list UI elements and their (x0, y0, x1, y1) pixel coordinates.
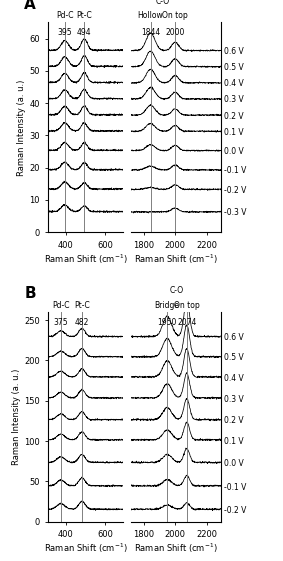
Text: 2000: 2000 (166, 28, 185, 37)
X-axis label: Raman Shift (cm$^{-1}$): Raman Shift (cm$^{-1}$) (134, 542, 218, 555)
Text: Pd-C: Pd-C (56, 11, 74, 20)
Text: 395: 395 (57, 28, 72, 37)
Text: 0.3 V: 0.3 V (224, 95, 244, 104)
Text: 0.6 V: 0.6 V (224, 333, 244, 342)
Text: 1950: 1950 (158, 318, 177, 327)
Text: 0.3 V: 0.3 V (224, 394, 244, 403)
X-axis label: Raman Shift (cm$^{-1}$): Raman Shift (cm$^{-1}$) (44, 252, 127, 266)
Text: Bridge: Bridge (155, 301, 180, 310)
Text: -0.2 V: -0.2 V (224, 186, 246, 195)
Text: 2074: 2074 (177, 318, 196, 327)
Text: 1844: 1844 (141, 28, 160, 37)
Text: Pt-C: Pt-C (76, 11, 92, 20)
Text: -0.1 V: -0.1 V (224, 167, 246, 176)
Y-axis label: Raman Intensity (a. u.): Raman Intensity (a. u.) (12, 369, 21, 465)
Text: Pd-C: Pd-C (52, 301, 70, 310)
Text: 0.0 V: 0.0 V (224, 459, 244, 468)
Text: 0.1 V: 0.1 V (224, 436, 243, 445)
Text: -0.3 V: -0.3 V (224, 208, 246, 217)
X-axis label: Raman Shift (cm$^{-1}$): Raman Shift (cm$^{-1}$) (134, 252, 218, 266)
Text: 0.1 V: 0.1 V (224, 128, 243, 137)
Text: 0.0 V: 0.0 V (224, 147, 244, 156)
Text: Hollow: Hollow (138, 11, 164, 20)
Text: C-O: C-O (170, 286, 184, 295)
Text: 482: 482 (75, 318, 89, 327)
Text: On top: On top (174, 301, 200, 310)
Text: 375: 375 (53, 318, 68, 327)
Text: 494: 494 (77, 28, 92, 37)
Y-axis label: Raman Intensity (a. u.): Raman Intensity (a. u.) (17, 79, 26, 176)
Text: 0.2 V: 0.2 V (224, 416, 243, 425)
Text: 0.5 V: 0.5 V (224, 353, 244, 362)
X-axis label: Raman Shift (cm$^{-1}$): Raman Shift (cm$^{-1}$) (44, 542, 127, 555)
Text: Pt-C: Pt-C (74, 301, 90, 310)
Text: 0.2 V: 0.2 V (224, 112, 243, 121)
Text: -0.1 V: -0.1 V (224, 482, 246, 491)
Text: B: B (24, 287, 36, 301)
Text: C-O: C-O (156, 0, 170, 6)
Text: 0.5 V: 0.5 V (224, 63, 244, 72)
Text: 0.4 V: 0.4 V (224, 79, 244, 88)
Text: 0.4 V: 0.4 V (224, 374, 244, 383)
Text: -0.2 V: -0.2 V (224, 506, 246, 515)
Text: A: A (24, 0, 36, 12)
Text: 0.6 V: 0.6 V (224, 47, 244, 56)
Text: On top: On top (162, 11, 188, 20)
